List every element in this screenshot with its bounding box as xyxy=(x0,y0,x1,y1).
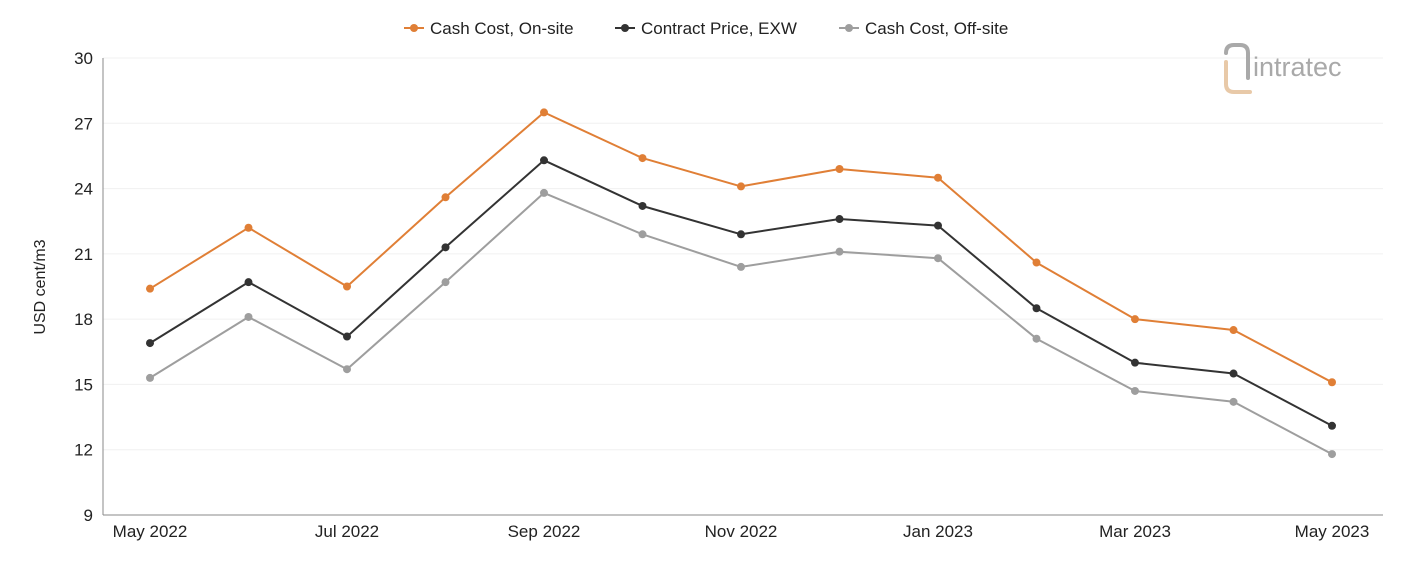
legend-swatch-marker xyxy=(621,24,629,32)
series-contract-price-exw xyxy=(146,156,1336,430)
y-tick-label: 9 xyxy=(84,506,93,525)
data-point xyxy=(1032,334,1041,343)
data-point xyxy=(1131,358,1139,367)
legend-swatch-marker xyxy=(845,24,853,32)
data-point xyxy=(540,108,548,117)
data-point xyxy=(540,188,548,197)
series-cash-cost-off-site xyxy=(146,188,1336,459)
data-point xyxy=(343,332,351,341)
data-point xyxy=(1032,258,1041,267)
data-point xyxy=(737,230,745,239)
data-point xyxy=(934,173,942,182)
data-point xyxy=(146,373,154,382)
data-point xyxy=(441,278,450,287)
data-point xyxy=(737,182,745,191)
intratec-logo-icon xyxy=(1224,43,1252,94)
logo-text: intratec xyxy=(1253,52,1342,82)
x-tick-label: Jul 2022 xyxy=(315,522,379,541)
data-point xyxy=(835,164,844,173)
x-tick-labels: May 2022 Jul 2022 Sep 2022 Nov 2022 Jan 2023… xyxy=(113,522,1370,541)
y-tick-label: 27 xyxy=(74,114,93,133)
data-point xyxy=(1131,315,1139,324)
data-point xyxy=(934,221,942,230)
data-point xyxy=(1131,386,1139,395)
x-tick-label: May 2023 xyxy=(1295,522,1370,541)
y-tick-label: 30 xyxy=(74,49,93,68)
data-point xyxy=(1229,369,1238,378)
data-point xyxy=(441,193,450,202)
data-point xyxy=(1032,304,1041,313)
data-point xyxy=(244,278,253,287)
legend-label: Cash Cost, On-site xyxy=(430,19,574,38)
data-point xyxy=(1328,421,1336,430)
data-point xyxy=(835,215,844,224)
y-tick-label: 12 xyxy=(74,441,93,460)
x-tick-label: Mar 2023 xyxy=(1099,522,1171,541)
legend-label: Cash Cost, Off-site xyxy=(865,19,1008,38)
x-tick-label: May 2022 xyxy=(113,522,188,541)
data-point xyxy=(146,284,154,293)
series-layer xyxy=(146,108,1336,459)
data-point xyxy=(343,282,351,291)
data-point xyxy=(1328,378,1336,387)
data-point xyxy=(244,312,253,321)
intratec-logo: intratec xyxy=(1224,43,1342,94)
y-tick-label: 15 xyxy=(74,375,93,394)
data-point xyxy=(441,243,450,252)
data-point xyxy=(146,339,154,348)
data-point xyxy=(934,254,942,263)
data-point xyxy=(1229,397,1238,406)
data-point xyxy=(540,156,548,165)
legend-item: Contract Price, EXW xyxy=(615,19,797,38)
y-axis-title: USD cent/m3 xyxy=(32,239,49,334)
data-point xyxy=(638,201,647,210)
data-point xyxy=(638,230,647,239)
legend-label: Contract Price, EXW xyxy=(641,19,797,38)
data-point xyxy=(737,262,745,271)
x-tick-label: Jan 2023 xyxy=(903,522,973,541)
grid-layer xyxy=(103,57,1383,451)
series-cash-cost-on-site xyxy=(146,108,1336,387)
data-point xyxy=(343,365,351,374)
y-tick-label: 24 xyxy=(74,180,93,199)
legend-swatch-marker xyxy=(410,24,418,32)
data-point xyxy=(1328,450,1336,459)
data-point xyxy=(244,223,253,232)
series-line xyxy=(149,159,1333,427)
series-line xyxy=(149,111,1333,384)
axis-layer xyxy=(102,58,1383,516)
legend: Cash Cost, On-site Contract Price, EXW Cas… xyxy=(404,19,1008,38)
y-tick-labels: 9 12 15 18 21 24 27 30 xyxy=(74,49,93,525)
x-tick-label: Nov 2022 xyxy=(705,522,778,541)
legend-item: Cash Cost, Off-site xyxy=(839,19,1008,38)
y-tick-label: 21 xyxy=(74,245,93,264)
x-tick-label: Sep 2022 xyxy=(508,522,581,541)
y-tick-label: 18 xyxy=(74,310,93,329)
legend-item: Cash Cost, On-site xyxy=(404,19,574,38)
data-point xyxy=(835,247,844,256)
data-point xyxy=(638,154,647,163)
data-point xyxy=(1229,326,1238,335)
